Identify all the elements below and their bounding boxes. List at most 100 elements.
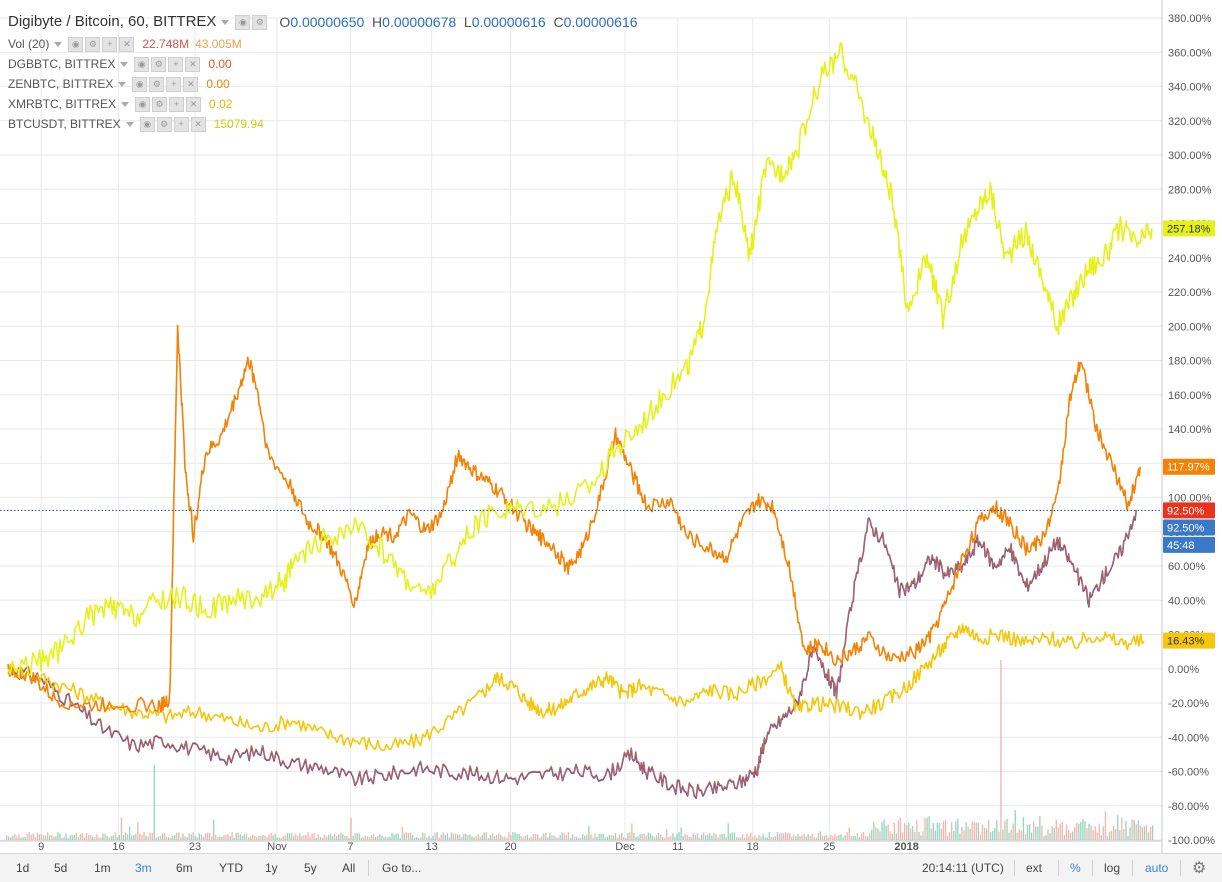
chevron-down-icon[interactable] (125, 121, 134, 127)
volume-bar (828, 837, 830, 840)
volume-bar (758, 834, 760, 840)
chevron-down-icon[interactable] (54, 41, 63, 47)
eye-icon[interactable]: ◉ (68, 36, 84, 52)
volume-bar (159, 836, 162, 840)
eye-icon[interactable]: ◉ (132, 76, 148, 92)
auto-toggle[interactable]: auto (1145, 861, 1169, 875)
compare-legend-row: BTCUSDT, BITTREX ◉ ⚙ + ✕ 15079.94 (8, 114, 638, 134)
volume-bar (832, 836, 834, 840)
close-icon[interactable]: ✕ (190, 116, 206, 132)
gear-icon[interactable]: ⚙ (85, 36, 101, 52)
chevron-down-icon[interactable] (118, 81, 127, 87)
volume-bar (727, 823, 729, 840)
timeframe-button-ytd[interactable]: YTD (219, 861, 243, 875)
volume-bar (247, 837, 250, 840)
volume-bar (612, 835, 615, 840)
gear-icon[interactable]: ⚙ (252, 14, 268, 30)
timeframe-button-6m[interactable]: 6m (176, 861, 193, 875)
chevron-down-icon[interactable] (121, 101, 130, 107)
settings-gear-icon[interactable]: ⚙ (1192, 860, 1207, 877)
y-tick-label: -60.00% (1168, 767, 1209, 779)
ext-toggle[interactable]: ext (1026, 861, 1043, 875)
volume-bar (1059, 823, 1061, 840)
eye-icon[interactable]: ◉ (139, 116, 155, 132)
volume-bar (1076, 822, 1078, 840)
close-icon[interactable]: ✕ (186, 96, 202, 112)
volume-bar (1121, 817, 1123, 840)
volume-bar (867, 836, 869, 840)
chart-title: Digibyte / Bitcoin, 60, BITTREX (8, 13, 217, 30)
gear-icon[interactable]: ⚙ (156, 116, 172, 132)
chart-canvas[interactable]: 380.00% 360.00% 340.00% 320.00% 300.00% 280.0… (0, 0, 1222, 853)
plus-icon[interactable]: + (168, 56, 184, 72)
btcusdt-last-label: 257.18% (1167, 223, 1211, 235)
volume-bar (532, 834, 535, 840)
plus-icon[interactable]: + (166, 76, 182, 92)
volume-bar (20, 837, 22, 840)
volume-bar (733, 832, 736, 840)
log-toggle[interactable]: log (1104, 861, 1121, 875)
gear-icon[interactable]: ⚙ (149, 76, 165, 92)
volume-bar (350, 817, 352, 840)
goto-button[interactable]: Go to... (382, 861, 422, 875)
close-icon[interactable]: ✕ (119, 36, 135, 52)
eye-icon[interactable]: ◉ (135, 96, 151, 112)
chevron-down-icon[interactable] (120, 61, 129, 67)
volume-bar (920, 835, 922, 840)
timeframe-button-1d[interactable]: 1d (16, 861, 30, 875)
volume-bar (446, 833, 449, 840)
volume-bar (231, 832, 233, 840)
volume-bar (174, 835, 176, 840)
eye-icon[interactable]: ◉ (134, 56, 150, 72)
volume-bar (819, 831, 822, 840)
close-icon[interactable]: ✕ (183, 76, 199, 92)
volume-bar (258, 836, 260, 840)
volume-bar (81, 833, 84, 840)
timeframe-button-1m[interactable]: 1m (94, 861, 111, 875)
volume-bar (40, 834, 43, 840)
volume-bar (141, 834, 143, 840)
volume-bar (90, 835, 92, 840)
timeframe-button-1y[interactable]: 1y (265, 861, 278, 875)
timeframe-button-5d[interactable]: 5d (54, 861, 68, 875)
gear-icon[interactable]: ⚙ (152, 96, 168, 112)
volume-bar (760, 836, 762, 840)
volume-bar (342, 833, 344, 840)
eye-icon[interactable]: ◉ (235, 14, 251, 30)
volume-bar (1084, 821, 1086, 840)
volume-bar (547, 837, 549, 840)
plus-icon[interactable]: + (102, 36, 118, 52)
plus-icon[interactable]: + (169, 96, 185, 112)
volume-bar (321, 837, 323, 840)
plus-icon[interactable]: + (173, 116, 189, 132)
x-tick-label: 18 (747, 841, 759, 853)
volume-bar (202, 837, 205, 840)
timeframe-button-3m[interactable]: 3m (135, 861, 152, 875)
volume-bar (633, 832, 635, 840)
volume-bar (735, 836, 738, 840)
volume-bar (288, 833, 291, 840)
volume-bar (481, 835, 483, 840)
countdown-label: 45:48 (1167, 540, 1195, 552)
volume-bar (826, 834, 828, 840)
volume-bar (122, 835, 125, 840)
volume-bar (1055, 819, 1057, 840)
volume-bar (276, 837, 278, 840)
gear-icon[interactable]: ⚙ (151, 56, 167, 72)
volume-bar (133, 834, 135, 840)
volume-bar (422, 832, 424, 840)
volume-bar (1131, 819, 1133, 840)
volume-bar (6, 835, 8, 840)
volume-bar (594, 833, 596, 840)
volume-bar (225, 835, 227, 840)
chevron-down-icon[interactable] (221, 19, 230, 25)
volume-bar (946, 836, 949, 840)
toolbar-separator (1092, 860, 1093, 876)
volume-bar (1078, 824, 1080, 840)
volume-bar (323, 834, 326, 840)
timeframe-button-all[interactable]: All (342, 861, 356, 875)
volume-bar (274, 833, 276, 840)
timeframe-button-5y[interactable]: 5y (304, 861, 317, 875)
close-icon[interactable]: ✕ (185, 56, 201, 72)
percent-toggle[interactable]: % (1070, 861, 1081, 875)
